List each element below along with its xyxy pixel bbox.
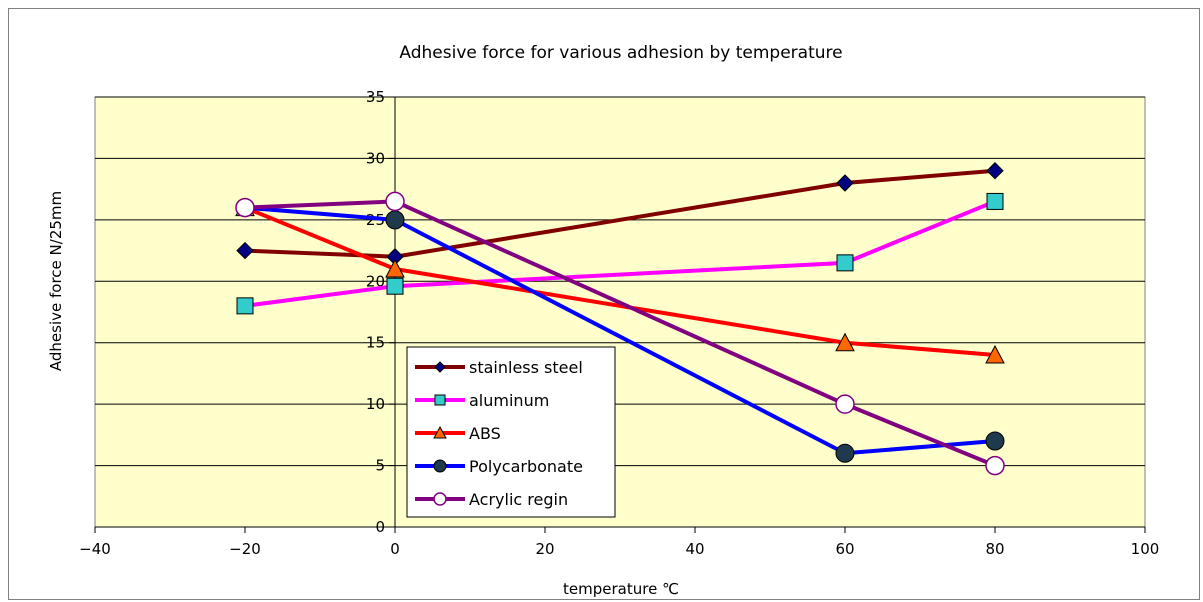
x-tick-label: 0 [390,540,400,558]
y-tick-label: 15 [366,334,385,352]
series-4 [235,191,1005,476]
x-tick-label: 80 [985,540,1004,558]
legend-label: Acrylic regin [469,490,568,509]
y-tick-label: 30 [366,149,385,167]
chart-frame: Adhesive force for various adhesion by t… [8,8,1200,600]
legend-swatch-marker [433,492,447,506]
data-point [386,277,404,295]
data-point [835,332,855,352]
legend-swatch-marker [434,361,446,373]
data-point [836,174,854,192]
legend-swatch-marker [433,459,447,473]
series-line [244,199,996,308]
data-point [985,455,1005,476]
y-tick-label: 0 [375,518,385,536]
y-tick-label: 20 [366,272,385,290]
x-tick-label: −40 [79,540,111,558]
legend: stainless steel aluminum ABS Polycarbonate A… [406,346,616,518]
data-point [236,241,254,260]
legend-item: Polycarbonate [415,457,583,476]
data-point [985,431,1005,451]
chart: Adhesive force for various adhesion by t… [47,43,1159,598]
legend-label: stainless steel [469,358,583,377]
x-axis-title: temperature ℃ [563,580,679,598]
data-point [986,162,1004,180]
x-tick-label: 60 [835,540,854,558]
legend-label: ABS [469,424,501,443]
series-line [244,168,996,259]
legend-item: ABS [415,424,501,443]
legend-item: aluminum [415,391,549,410]
series-line [244,199,996,468]
data-point [836,254,854,272]
x-tick-label: 40 [685,540,704,558]
data-point [986,192,1004,210]
data-point [236,297,254,315]
series-0 [236,162,1004,266]
legend-label: Polycarbonate [469,457,583,476]
series-1 [236,192,1004,315]
data-point [835,443,855,463]
legend-swatch-marker [434,394,446,406]
x-tick-label: −20 [229,540,261,558]
y-axis-title: Adhesive force N/25mm [47,191,65,371]
series-layer [235,162,1005,476]
x-tick-label: 20 [535,540,554,558]
data-point [235,197,255,218]
legend-swatch-marker [433,425,447,439]
data-point [385,258,405,278]
chart-title: Adhesive force for various adhesion by t… [399,43,842,63]
data-point [385,210,405,230]
legend-item: stainless steel [415,358,583,377]
y-tick-label: 35 [366,88,385,106]
y-tick-label: 5 [375,457,385,475]
legend-item: Acrylic regin [415,490,568,509]
y-tick-label: 10 [366,395,385,413]
data-point [385,191,405,212]
data-point [835,394,855,414]
data-point [985,344,1005,364]
series-line [244,205,996,357]
x-tick-label: 100 [1131,540,1160,558]
legend-label: aluminum [469,391,549,410]
series-line [244,205,996,456]
